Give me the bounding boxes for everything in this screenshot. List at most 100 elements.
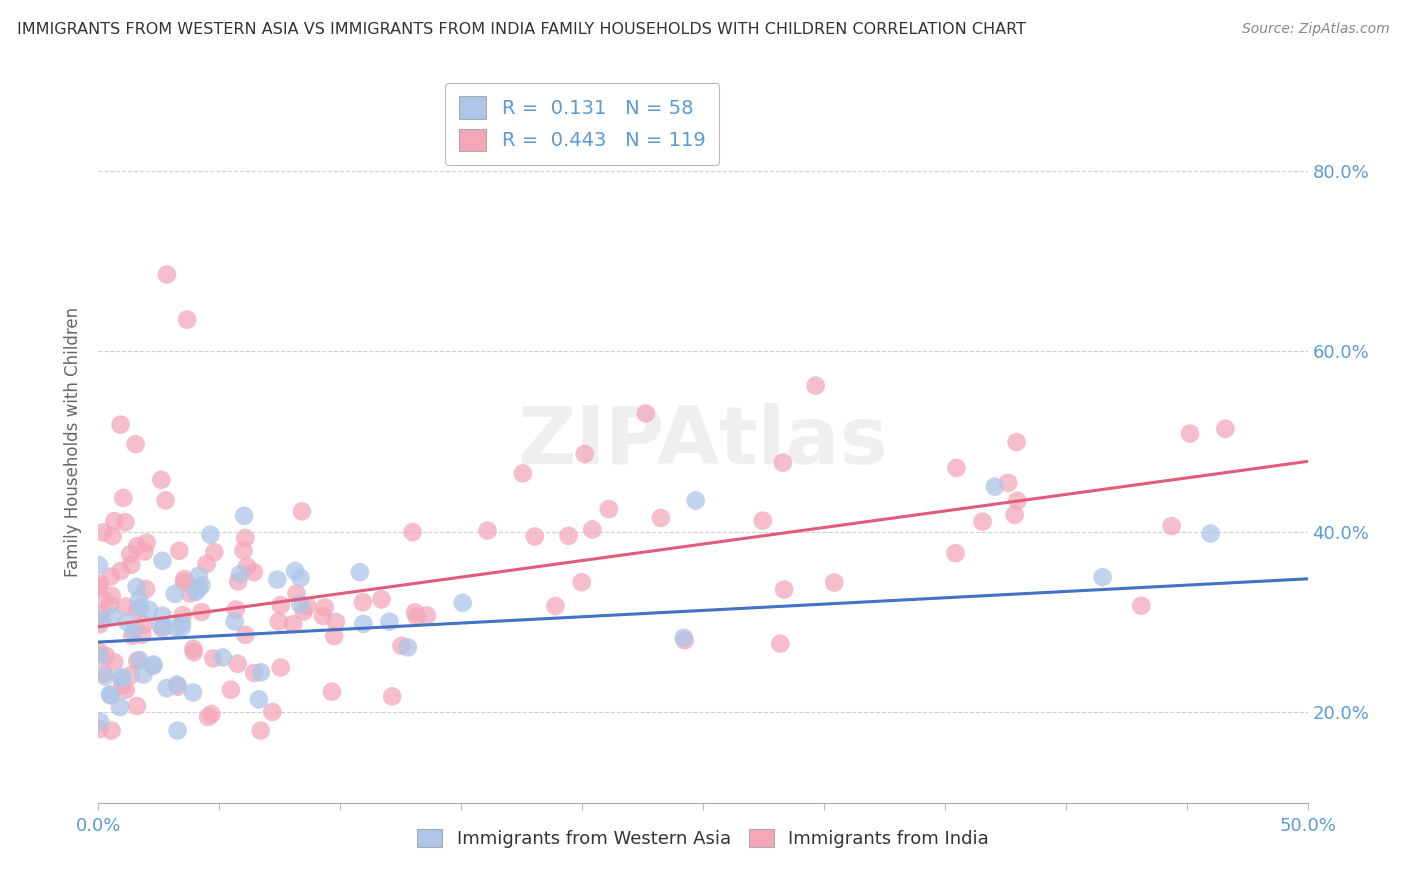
Point <box>89 645 111 659</box>
Point <box>156 268 179 282</box>
Point <box>183 641 205 656</box>
Point <box>111 679 134 693</box>
Point <box>225 602 247 616</box>
Point <box>195 557 218 571</box>
Point <box>142 658 165 673</box>
Point <box>211 650 233 665</box>
Point <box>1007 493 1029 508</box>
Point <box>401 525 423 540</box>
Point <box>769 637 792 651</box>
Point <box>135 535 157 549</box>
Point <box>150 473 173 487</box>
Point <box>581 523 603 537</box>
Point <box>267 615 290 629</box>
Point <box>93 666 115 681</box>
Point <box>120 547 142 561</box>
Point <box>156 681 179 695</box>
Point <box>226 574 249 589</box>
Point <box>187 582 209 596</box>
Point <box>512 467 534 481</box>
Point <box>292 605 315 619</box>
Point <box>94 669 117 683</box>
Point <box>98 598 121 612</box>
Point <box>91 525 114 540</box>
Point <box>114 682 136 697</box>
Point <box>100 723 122 738</box>
Point <box>804 378 827 392</box>
Point <box>219 682 242 697</box>
Point <box>131 628 153 642</box>
Point <box>285 586 308 600</box>
Point <box>127 654 149 668</box>
Point <box>1091 570 1114 584</box>
Point <box>984 480 1007 494</box>
Point <box>167 543 190 558</box>
Point <box>451 596 474 610</box>
Point <box>103 514 125 528</box>
Point <box>405 609 427 624</box>
Point <box>772 456 794 470</box>
Point <box>650 511 672 525</box>
Point <box>115 615 138 629</box>
Point <box>114 599 136 614</box>
Point <box>120 668 142 682</box>
Point <box>132 667 155 681</box>
Point <box>125 580 148 594</box>
Point <box>87 558 110 573</box>
Point <box>129 600 152 615</box>
Point <box>1178 426 1201 441</box>
Point <box>183 645 205 659</box>
Point <box>544 599 567 613</box>
Point <box>179 586 201 600</box>
Point <box>416 608 439 623</box>
Point <box>138 603 160 617</box>
Point <box>122 624 145 638</box>
Point <box>128 653 150 667</box>
Point <box>266 573 288 587</box>
Point <box>125 699 148 714</box>
Point <box>111 670 134 684</box>
Point <box>152 620 174 634</box>
Point <box>155 493 177 508</box>
Point <box>142 657 165 672</box>
Point <box>250 665 273 680</box>
Point <box>229 567 252 582</box>
Point <box>100 569 122 583</box>
Point <box>166 680 188 694</box>
Point <box>823 575 845 590</box>
Point <box>152 608 174 623</box>
Point <box>352 616 374 631</box>
Point <box>170 616 193 631</box>
Point <box>997 475 1019 490</box>
Text: Source: ZipAtlas.com: Source: ZipAtlas.com <box>1241 22 1389 37</box>
Point <box>945 546 967 560</box>
Point <box>281 617 304 632</box>
Point <box>243 565 266 579</box>
Point <box>134 544 156 558</box>
Point <box>103 655 125 669</box>
Point <box>574 447 596 461</box>
Point <box>200 706 222 721</box>
Point <box>89 617 111 632</box>
Point <box>314 600 336 615</box>
Point <box>233 628 256 642</box>
Point <box>101 529 124 543</box>
Point <box>101 609 124 624</box>
Point <box>224 615 246 629</box>
Point <box>89 649 111 664</box>
Point <box>187 568 209 582</box>
Point <box>226 657 249 671</box>
Point <box>149 618 172 632</box>
Point <box>202 545 225 559</box>
Text: IMMIGRANTS FROM WESTERN ASIA VS IMMIGRANTS FROM INDIA FAMILY HOUSEHOLDS WITH CHI: IMMIGRANTS FROM WESTERN ASIA VS IMMIGRAN… <box>17 22 1026 37</box>
Point <box>1215 422 1237 436</box>
Point <box>89 714 111 729</box>
Point <box>391 639 413 653</box>
Point <box>94 648 117 663</box>
Point <box>110 671 132 685</box>
Point <box>124 437 146 451</box>
Point <box>557 529 579 543</box>
Point <box>128 593 150 607</box>
Point <box>673 633 696 648</box>
Point <box>378 615 401 629</box>
